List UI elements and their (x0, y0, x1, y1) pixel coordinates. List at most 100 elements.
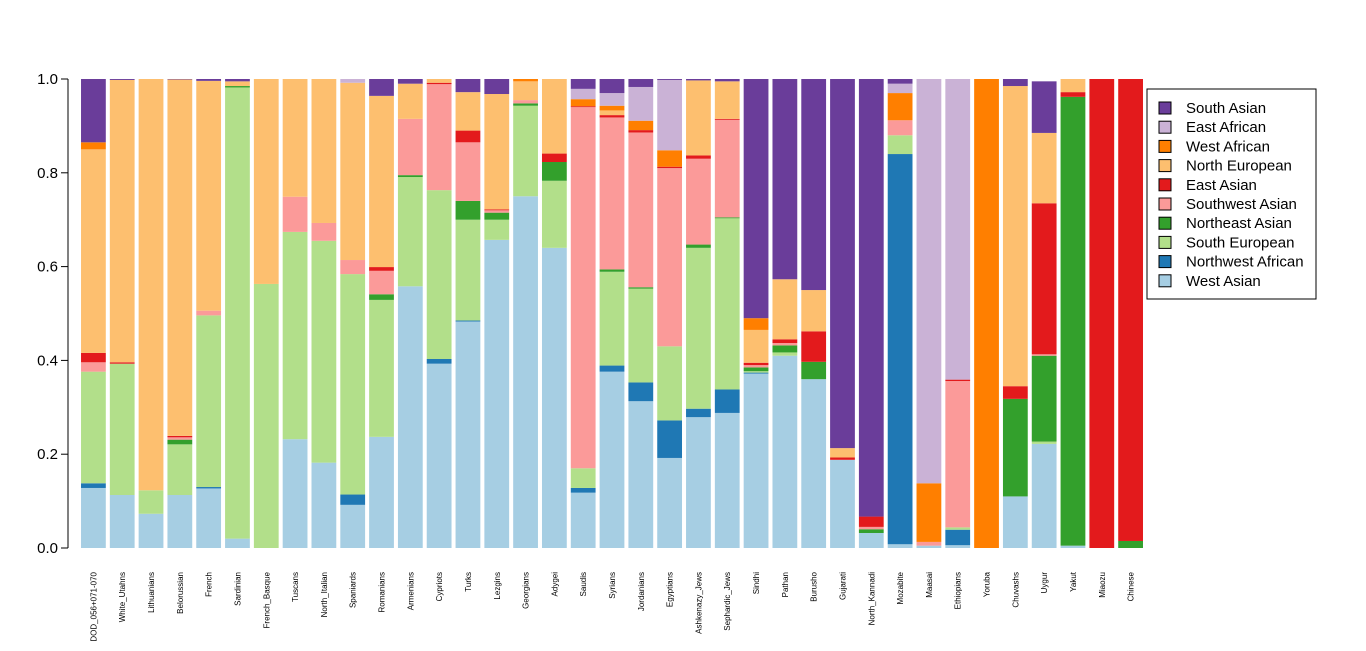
bar-segment (599, 365, 625, 372)
bar-segment (340, 504, 366, 548)
bar-segment (858, 526, 884, 530)
bar-segment (916, 545, 942, 548)
bar-segment (686, 80, 711, 156)
bar-segment (484, 209, 510, 211)
x-tick-label: French (205, 572, 214, 597)
y-tick-label: 0.4 (37, 352, 58, 369)
bar-segment (81, 142, 106, 150)
bar-segment (772, 345, 798, 353)
bar-segment (686, 408, 711, 418)
bar-segment (714, 218, 740, 390)
x-tick-label: Lithuanians (147, 572, 156, 613)
bar-segment (570, 468, 596, 488)
bar-segment (225, 79, 250, 82)
x-tick-label: Turks (464, 572, 473, 592)
x-tick-label: Yakut (1069, 571, 1078, 592)
bar-segment (801, 290, 827, 332)
bar-segment (397, 83, 423, 119)
bar-segment (772, 355, 798, 548)
x-tick-label: Lezgins (493, 572, 502, 600)
y-tick-label: 0.2 (37, 446, 58, 463)
bar-segment (628, 288, 654, 383)
bar-segment (801, 79, 827, 291)
legend-swatch (1158, 274, 1172, 288)
bar-segment (455, 200, 481, 220)
bar-segment (657, 420, 683, 458)
x-tick-label: Uygur (1040, 572, 1049, 594)
legend-label: Southwest Asian (1186, 196, 1297, 213)
bar-segment (484, 210, 510, 213)
bar-segment (541, 153, 567, 163)
bar-segment (541, 247, 567, 548)
bar-segment (657, 168, 683, 347)
x-tick-label: Gujarati (838, 572, 847, 600)
bar-segment (743, 362, 769, 366)
legend-label: South European (1186, 234, 1294, 251)
bar-segment (340, 260, 366, 275)
bar-segment (743, 367, 769, 372)
bar-segment (282, 196, 308, 232)
bar-segment (772, 352, 798, 356)
bar-segment (196, 488, 222, 548)
bar-segment (81, 352, 106, 363)
bar-segment (426, 84, 452, 191)
bar-segment (974, 79, 999, 548)
bar-segment (81, 362, 106, 372)
bar-segment (801, 361, 827, 380)
bar-segment (397, 177, 423, 287)
bar-segment (282, 79, 308, 197)
bar-segment (340, 274, 366, 495)
bar-segment (225, 86, 250, 88)
bar-segment (945, 529, 971, 546)
bar-segment (426, 363, 452, 548)
bar-segment (628, 86, 654, 121)
bar-segment (945, 527, 971, 530)
bar-segment (109, 79, 135, 363)
bar-segment (369, 79, 394, 96)
bar-segment (541, 162, 567, 181)
x-tick-label: French_Basque (262, 571, 271, 628)
bar-segment (541, 180, 567, 248)
bar-segment (109, 495, 135, 548)
bar-segment (196, 310, 222, 316)
legend-label: East Asian (1186, 177, 1257, 194)
legend-swatch (1158, 120, 1172, 134)
bar-segment (830, 457, 855, 460)
bar-segment (225, 81, 250, 87)
x-tick-label: Armenians (406, 572, 415, 610)
bar-segment (858, 529, 884, 533)
x-tick-label: Ethiopians (954, 572, 963, 609)
x-tick-label: Sephardic_Jews (723, 572, 732, 631)
bar-segment (657, 166, 683, 169)
y-tick-label: 0.0 (37, 540, 58, 557)
x-tick-label: Belorussian (176, 572, 185, 614)
bar-segment (138, 513, 164, 548)
bar-segment (340, 494, 366, 505)
bar-segment (167, 79, 193, 436)
bar-segment (570, 106, 596, 108)
bar-segment (1002, 398, 1028, 497)
legend-swatch (1158, 235, 1172, 249)
bar-segment (945, 379, 971, 382)
bar-segment (138, 490, 164, 514)
bar-segment (455, 321, 481, 548)
bar-segment (513, 79, 538, 82)
bar-segment (484, 239, 510, 548)
bar-segment (714, 119, 740, 218)
bar-segment (225, 87, 250, 539)
legend-box (1146, 88, 1317, 300)
bar-segment (743, 373, 769, 548)
bar-segment (599, 79, 625, 94)
bar-segment (167, 495, 193, 548)
bar-segment (858, 532, 884, 548)
bar-segment (1031, 81, 1057, 133)
legend-swatch (1158, 255, 1172, 269)
x-tick-label: Chinese (1127, 571, 1136, 601)
bar-segment (484, 79, 510, 95)
legend-swatch (1158, 197, 1172, 211)
bar-segment (282, 231, 308, 440)
bar-segment (81, 483, 106, 488)
y-tick-label: 1.0 (37, 71, 58, 88)
bar-segment (916, 483, 942, 542)
bar-segment (369, 299, 394, 437)
